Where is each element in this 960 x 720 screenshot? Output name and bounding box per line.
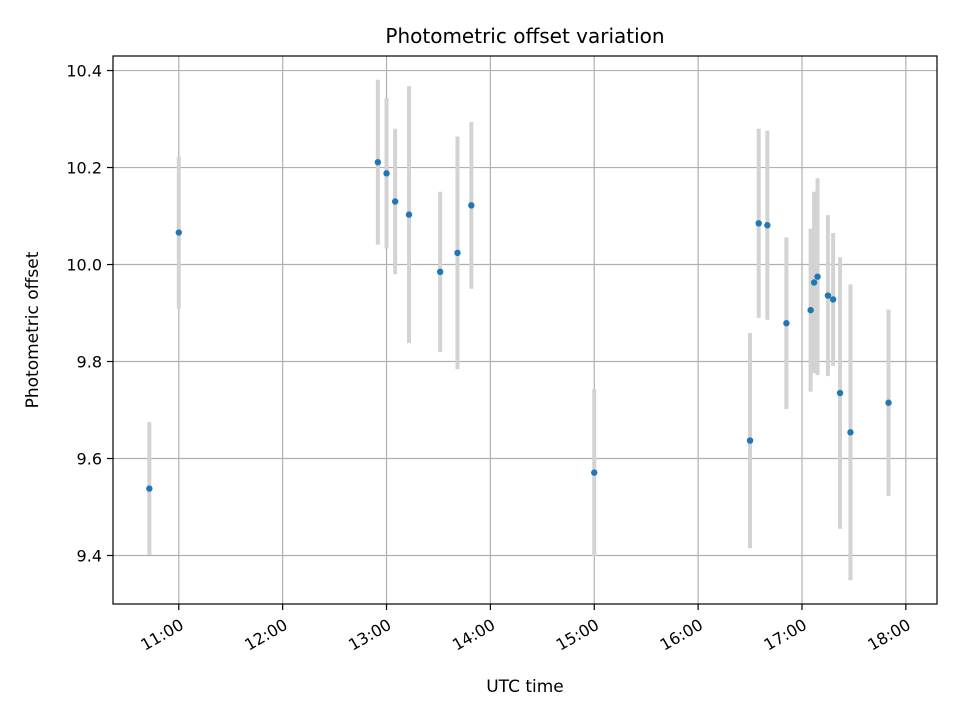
data-point xyxy=(146,485,153,492)
errorbars xyxy=(147,79,891,581)
data-point xyxy=(374,159,382,166)
data-point xyxy=(764,222,771,229)
data-point xyxy=(755,220,762,227)
x-tick-label: 12:00 xyxy=(241,615,290,655)
data-point xyxy=(814,273,821,280)
x-axis-ticks: 11:00 12:00 13:00 14:00 15:00 16:00 17:00 18:00 xyxy=(137,604,914,655)
data-point xyxy=(783,320,790,327)
y-tick-label: 9.8 xyxy=(77,353,102,372)
grid xyxy=(113,56,937,604)
data-point xyxy=(175,229,182,236)
y-tick-label: 10.0 xyxy=(66,256,102,275)
data-point xyxy=(383,170,390,177)
y-tick-label: 10.2 xyxy=(66,159,102,178)
data-points xyxy=(146,159,892,492)
x-axis-label: UTC time xyxy=(486,677,564,697)
data-point xyxy=(746,437,754,444)
chart-title: Photometric offset variation xyxy=(385,24,664,48)
data-point xyxy=(807,306,814,314)
data-point xyxy=(454,249,461,257)
plot-frame xyxy=(112,55,938,605)
y-tick-label: 10.4 xyxy=(66,62,102,81)
data-point xyxy=(391,198,399,205)
data-point xyxy=(829,296,837,303)
data-point xyxy=(405,211,413,218)
data-point xyxy=(468,202,475,209)
data-point xyxy=(810,279,818,286)
data-point xyxy=(824,292,832,299)
x-tick-label: 18:00 xyxy=(864,615,913,655)
x-tick-label: 13:00 xyxy=(345,615,394,655)
y-axis-ticks: 9.4 9.6 9.8 10.0 10.2 10.4 xyxy=(66,62,113,566)
x-tick-label: 11:00 xyxy=(137,615,186,655)
data-point xyxy=(885,399,892,406)
data-point xyxy=(436,268,444,276)
x-tick-label: 17:00 xyxy=(761,615,810,655)
data-point xyxy=(836,389,844,397)
y-axis-label: Photometric offset xyxy=(23,251,43,408)
data-point xyxy=(591,469,598,476)
y-tick-label: 9.4 xyxy=(77,547,102,566)
x-tick-label: 15:00 xyxy=(553,615,602,655)
x-tick-label: 16:00 xyxy=(657,615,706,655)
data-point xyxy=(847,429,854,436)
x-tick-label: 14:00 xyxy=(449,615,498,655)
y-tick-label: 9.6 xyxy=(77,450,102,469)
